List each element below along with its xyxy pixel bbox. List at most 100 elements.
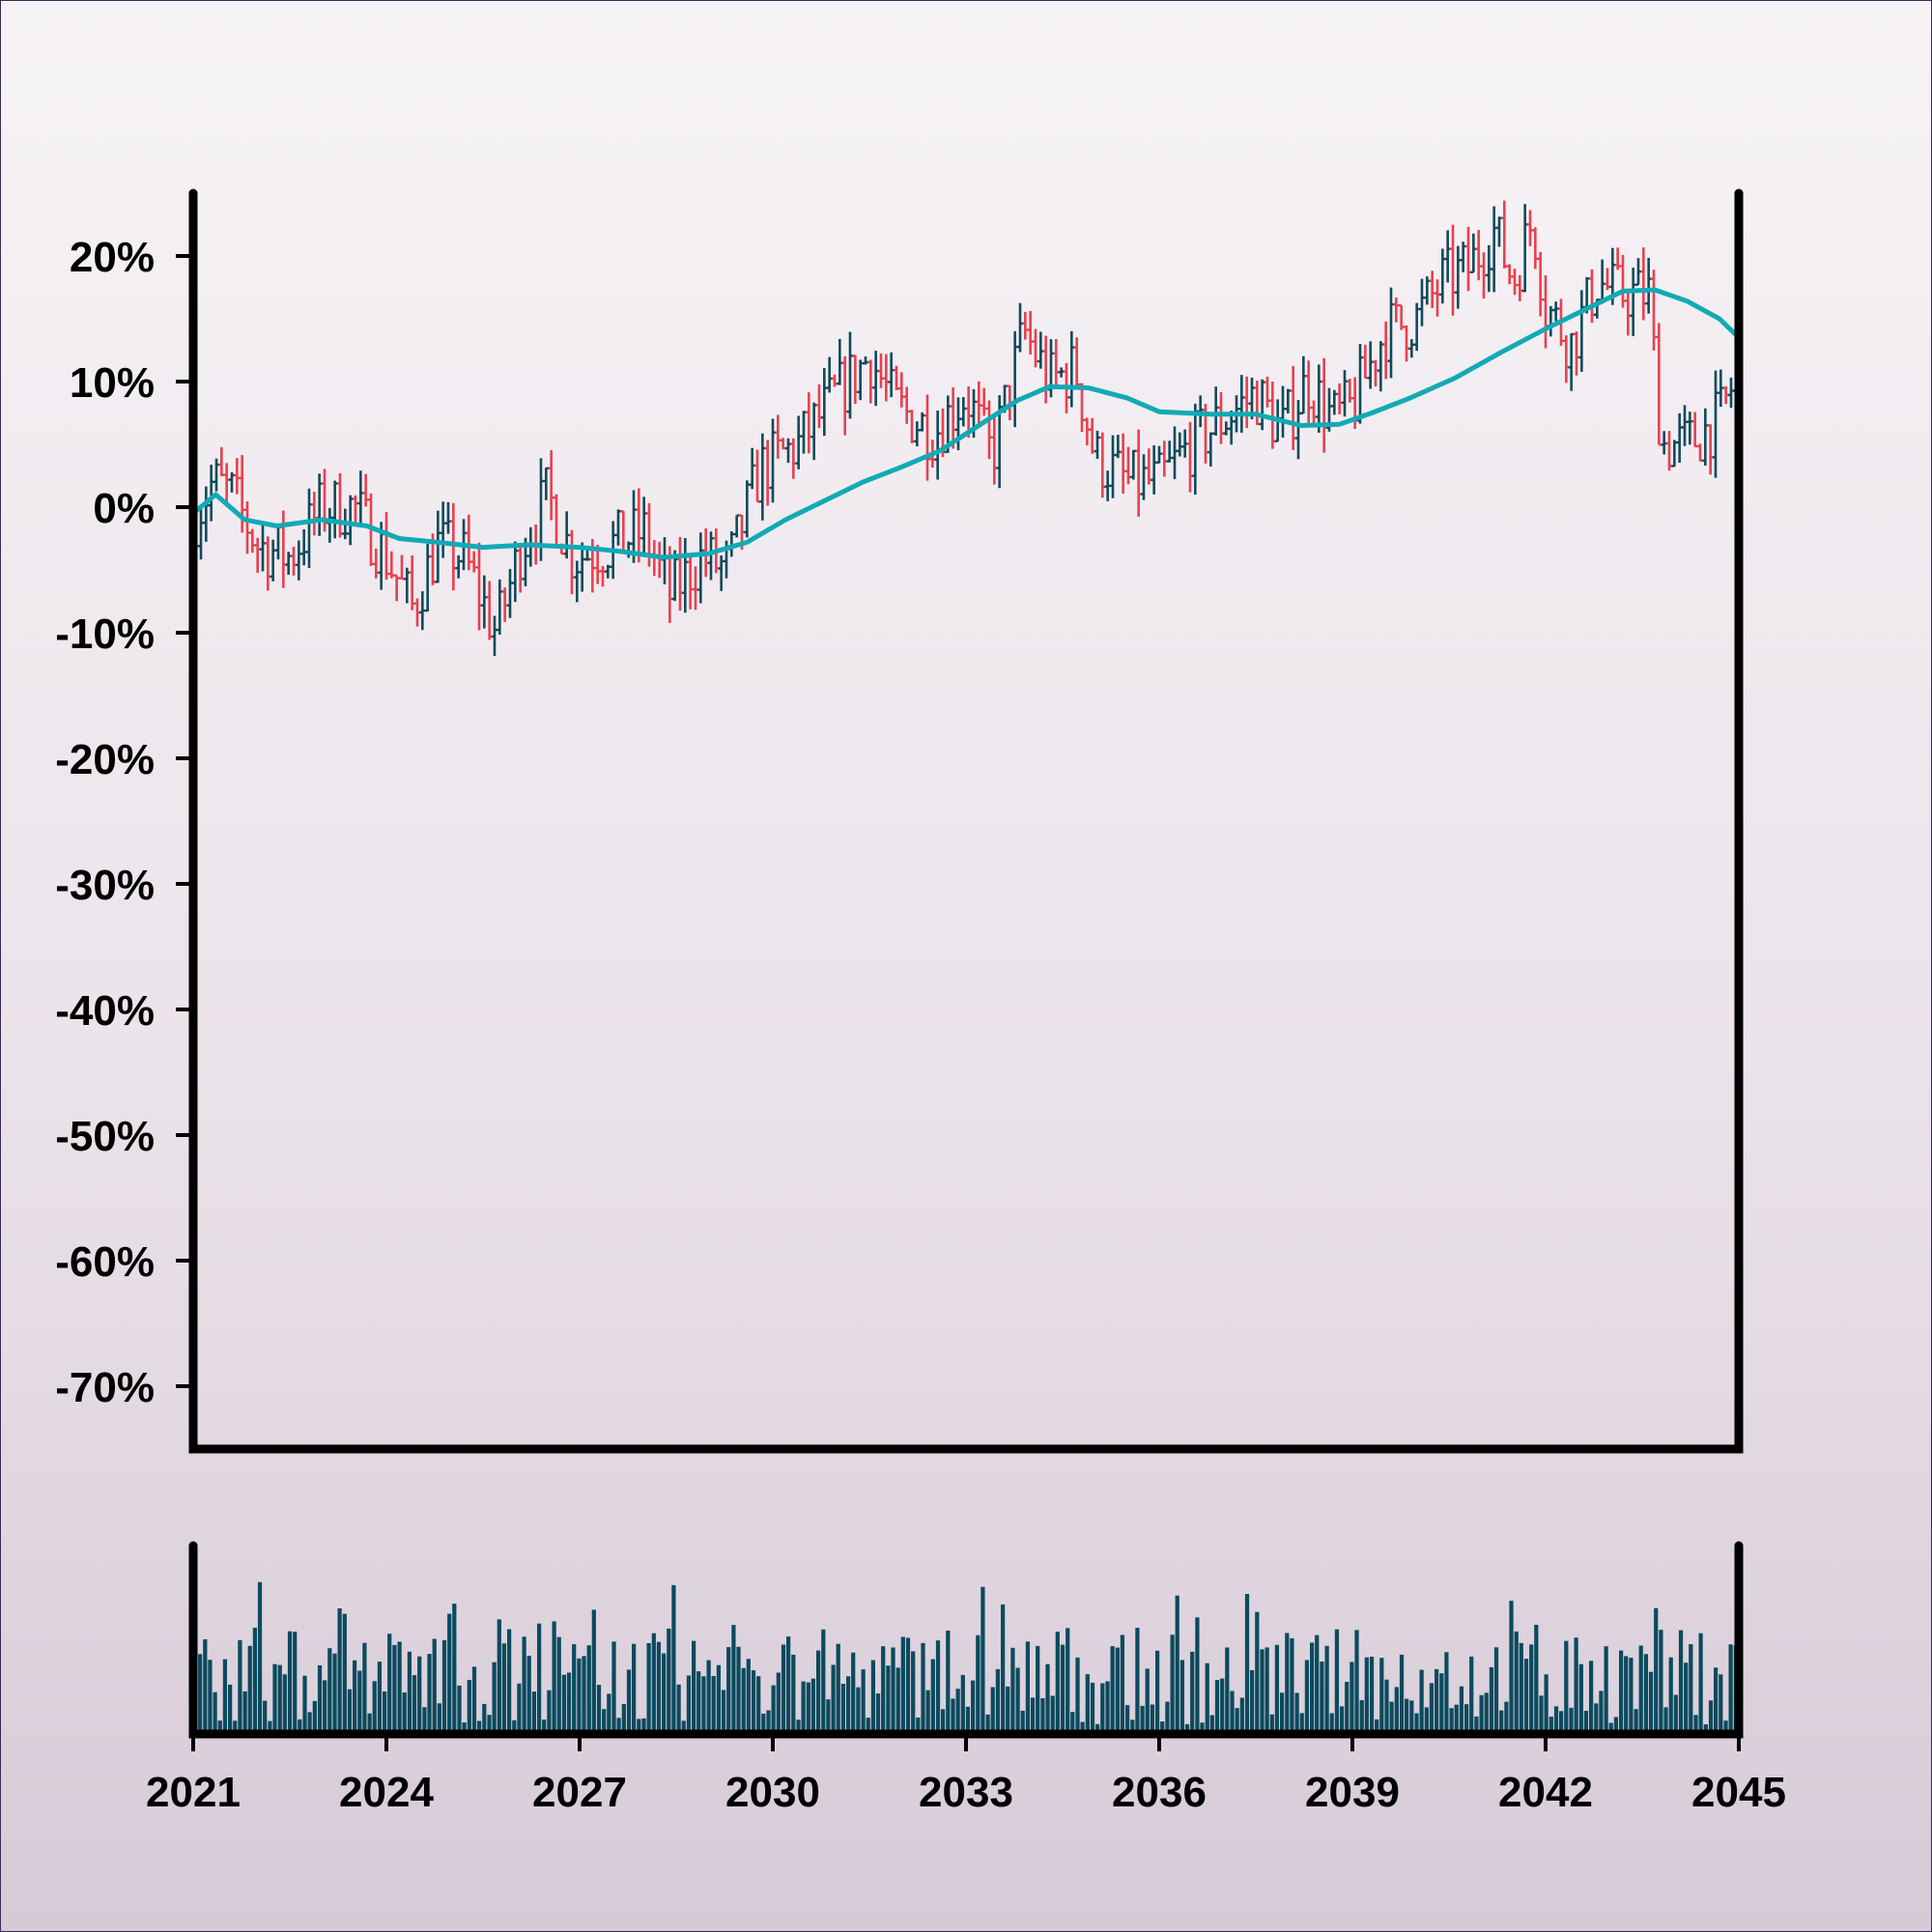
volume-bar — [955, 1689, 960, 1734]
volume-bar — [1264, 1647, 1269, 1734]
ohlc-bar — [1058, 367, 1065, 378]
ohlc-bar — [1625, 290, 1632, 336]
volume-bar — [441, 1639, 447, 1734]
ohlc-bar — [1651, 270, 1657, 351]
ohlc-bar — [1687, 412, 1693, 445]
volume-bar — [626, 1669, 632, 1734]
ohlc-bar — [1290, 365, 1296, 450]
ohlc-bar — [260, 525, 266, 572]
ohlc-bar — [1166, 440, 1173, 463]
volume-bar — [238, 1639, 242, 1734]
y-tick-label: -50% — [55, 1113, 155, 1160]
volume-bar — [1654, 1607, 1659, 1734]
volume-bar — [1040, 1698, 1045, 1734]
volume-bar — [1036, 1645, 1040, 1734]
volume-bar — [556, 1636, 561, 1734]
volume-bar — [731, 1625, 736, 1734]
ohlc-bar — [816, 384, 822, 429]
ohlc-bar — [476, 542, 482, 631]
ohlc-bar — [1645, 257, 1652, 314]
ohlc-bar — [924, 394, 930, 481]
volume-bar — [1435, 1668, 1439, 1734]
ohlc-bar — [1455, 245, 1462, 309]
ohlc-bar — [409, 554, 415, 611]
ohlc-bar — [697, 532, 704, 604]
ohlc-bar — [388, 551, 395, 579]
volume-bar — [1693, 1715, 1698, 1734]
volume-bar — [1175, 1595, 1179, 1734]
ohlc-bar — [404, 567, 411, 604]
ohlc-bar — [1042, 335, 1049, 404]
volume-bar — [298, 1719, 302, 1734]
ohlc-bar — [399, 554, 405, 581]
volume-bar — [881, 1646, 886, 1734]
ohlc-bar — [393, 574, 400, 602]
ohlc-bar — [311, 492, 318, 536]
volume-bar — [1050, 1695, 1055, 1734]
ohlc-bar — [1574, 331, 1579, 376]
ohlc-bar — [223, 463, 230, 503]
volume-bar — [667, 1628, 671, 1734]
ohlc-bar — [625, 541, 632, 558]
ohlc-bar — [1011, 330, 1018, 428]
ohlc-bar — [1254, 381, 1261, 426]
volume-bar — [1659, 1630, 1663, 1734]
volume-bar — [965, 1706, 971, 1734]
volume-bar — [1329, 1713, 1334, 1734]
ohlc-bar — [1527, 210, 1533, 246]
volume-bar — [447, 1613, 452, 1734]
volume-bar — [1135, 1628, 1140, 1734]
ohlc-bar — [1404, 325, 1409, 362]
volume-bar — [1469, 1656, 1474, 1734]
ohlc-bar — [1177, 432, 1183, 457]
volume-bar — [1454, 1704, 1459, 1734]
volume-bar — [1523, 1659, 1529, 1734]
volume-bar — [572, 1644, 577, 1734]
volume-bar — [791, 1654, 796, 1734]
volume-bar — [1684, 1662, 1689, 1734]
volume-bar — [921, 1642, 925, 1734]
volume-bar — [1324, 1645, 1329, 1734]
volume-bar — [1090, 1682, 1095, 1734]
x-tick-label: 2042 — [1498, 1769, 1593, 1816]
ohlc-bar — [481, 575, 488, 629]
volume-bar — [1274, 1644, 1280, 1734]
ohlc-bar — [764, 440, 771, 506]
ohlc-bar — [1073, 337, 1080, 388]
volume-bar — [1070, 1712, 1075, 1734]
ohlc-bar — [244, 501, 250, 554]
volume-bar — [806, 1682, 810, 1734]
volume-bar — [1379, 1658, 1384, 1734]
volume-bar — [701, 1676, 706, 1734]
volume-bar — [1006, 1686, 1010, 1734]
volume-bar — [1479, 1694, 1484, 1734]
volume-bar — [561, 1674, 567, 1734]
volume-bar — [1589, 1661, 1594, 1734]
volume-bar — [1294, 1692, 1299, 1734]
ohlc-bar — [600, 565, 606, 587]
ohlc-bar — [440, 501, 446, 558]
volume-bar — [1405, 1698, 1409, 1734]
volume-bar — [577, 1658, 582, 1734]
volume-bar — [1269, 1714, 1274, 1734]
volume-bar — [452, 1604, 457, 1734]
volume-bar — [1244, 1594, 1250, 1734]
ohlc-bar — [878, 353, 884, 388]
volume-bar — [1280, 1692, 1285, 1734]
ohlc-bar — [1512, 269, 1518, 296]
volume-bar — [1345, 1682, 1350, 1734]
volume-bar — [766, 1710, 771, 1734]
volume-bar — [362, 1642, 367, 1734]
volume-bar — [1604, 1646, 1608, 1734]
volume-bar — [651, 1633, 656, 1734]
volume-bar — [840, 1684, 846, 1734]
ohlc-bar — [744, 480, 751, 538]
volume-bar — [1220, 1678, 1225, 1734]
ohlc-bar — [841, 355, 848, 436]
ohlc-bar — [1661, 431, 1667, 455]
volume-bar — [1429, 1683, 1435, 1734]
volume-bar — [1613, 1717, 1619, 1734]
ohlc-bar — [662, 537, 668, 584]
volume-bar — [721, 1690, 726, 1734]
volume-bar — [1290, 1637, 1294, 1734]
